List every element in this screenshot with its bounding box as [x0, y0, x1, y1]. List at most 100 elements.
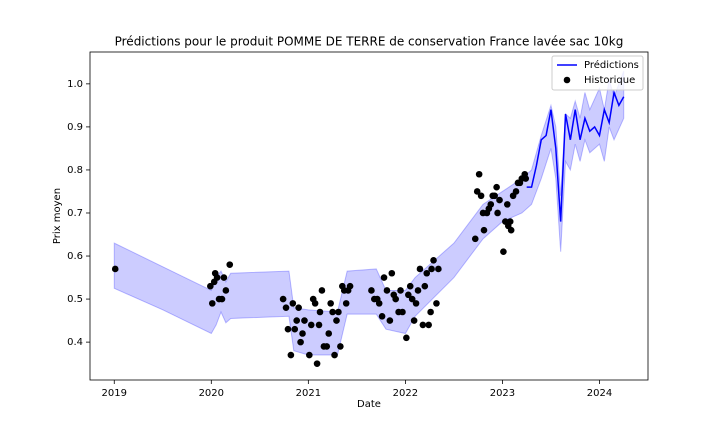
history-point [480, 226, 488, 234]
history-point [222, 287, 230, 294]
history-point [430, 257, 437, 264]
prediction-line [526, 89, 625, 222]
history-point [333, 317, 340, 324]
history-point [368, 287, 375, 294]
legend: Prédictions Historique [551, 55, 644, 91]
history-point [218, 295, 226, 303]
history-point [293, 317, 301, 324]
history-point [331, 351, 338, 359]
history-point [416, 265, 424, 273]
history-point [295, 304, 302, 311]
history-point [383, 287, 391, 294]
history-point [342, 300, 350, 307]
history-point [414, 287, 422, 294]
x-axis-label: Date [357, 399, 381, 410]
history-point [325, 330, 333, 337]
history-point [335, 308, 342, 316]
history-point [423, 269, 431, 277]
history-point [282, 304, 290, 311]
history-point [500, 248, 507, 256]
history-point [226, 261, 234, 268]
history-point [386, 317, 394, 324]
history-point [313, 360, 321, 367]
x-tick-label: 2020 [199, 388, 224, 399]
y-tick-label: 0.8 [67, 165, 83, 176]
history-point [297, 338, 304, 346]
y-tick-label: 0.5 [67, 294, 83, 305]
legend-label: Historique [584, 75, 635, 86]
y-axis-label: Prix moyen [52, 188, 63, 244]
history-point [473, 188, 481, 195]
history-point [491, 192, 498, 200]
history-point [397, 287, 404, 294]
history-point [284, 325, 292, 333]
history-point [419, 321, 427, 329]
history-point [380, 274, 388, 281]
history-point [428, 265, 435, 273]
x-tick-label: 2023 [490, 388, 515, 399]
history-point [329, 308, 336, 316]
legend-label: Prédictions [584, 59, 639, 71]
history-point [311, 300, 319, 307]
history-point [427, 308, 434, 316]
history-point [291, 325, 299, 333]
y-tick-label: 0.9 [67, 122, 83, 133]
history-point [392, 295, 399, 303]
history-point [512, 188, 520, 195]
history-point [327, 300, 334, 307]
history-point [471, 235, 479, 243]
history-point [388, 269, 396, 277]
history-point [421, 282, 429, 290]
legend-marker [563, 76, 571, 84]
y-tick-label: 0.4 [67, 337, 83, 348]
history-point [213, 274, 221, 281]
history-point [410, 317, 418, 324]
x-tick-label: 2021 [296, 388, 321, 399]
history-point [346, 282, 354, 290]
x-tick-label: 2024 [587, 388, 612, 399]
history-point [287, 351, 295, 359]
history-point [494, 209, 501, 217]
history-point [301, 317, 308, 324]
y-tick-label: 0.7 [67, 208, 83, 219]
history-point [522, 175, 530, 182]
history-point [315, 321, 323, 329]
history-point [323, 343, 331, 350]
history-point [408, 295, 416, 303]
history-point [220, 274, 228, 281]
history-point [477, 192, 485, 200]
history-point [307, 321, 315, 329]
history-point [412, 300, 420, 307]
chart-title: Prédictions pour le produit POMME DE TER… [115, 35, 624, 49]
history-point [111, 265, 119, 273]
history-point [279, 295, 287, 303]
history-point [299, 330, 306, 337]
history-point [378, 312, 386, 320]
history-point [316, 308, 324, 316]
history-point [493, 183, 500, 191]
history-point [337, 343, 344, 350]
history-point [406, 282, 414, 290]
history-point [289, 300, 297, 307]
history-point [435, 265, 442, 273]
x-tick-label: 2019 [102, 388, 127, 399]
history-point [506, 218, 514, 225]
history-point [306, 351, 313, 359]
x-tick-label: 2022 [393, 388, 418, 399]
history-point [399, 308, 406, 316]
history-point [208, 300, 216, 307]
history-point [496, 196, 503, 204]
y-tick-label: 1.0 [67, 79, 83, 90]
history-point [503, 201, 511, 208]
history-point [405, 291, 412, 299]
history-point [507, 226, 515, 234]
plot-frame [89, 51, 649, 381]
history-point [375, 300, 383, 307]
history-point [425, 321, 432, 329]
history-point [207, 282, 214, 290]
history-point [403, 334, 410, 342]
history-point [475, 170, 483, 178]
history-point [487, 201, 495, 208]
